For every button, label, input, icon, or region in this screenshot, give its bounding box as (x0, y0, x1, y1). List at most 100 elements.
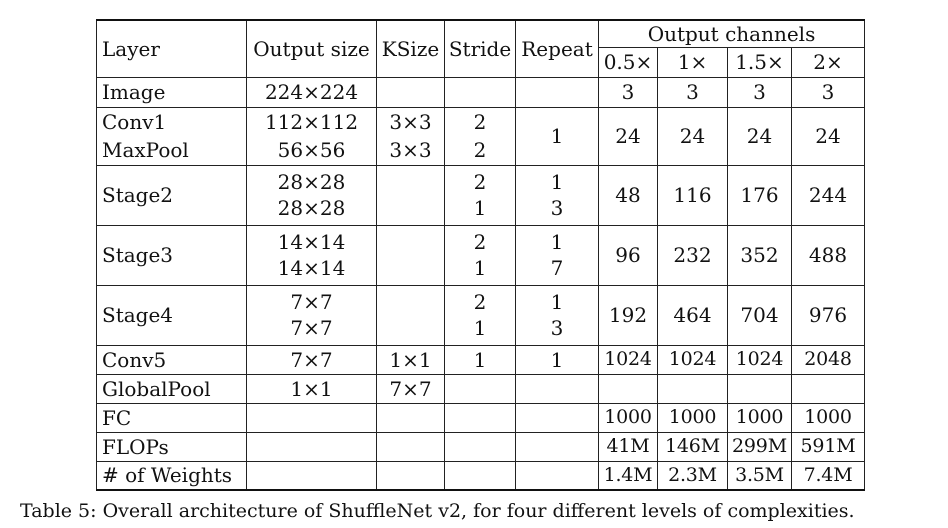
table-row: Conv1 112×112 3×3 2 1 24 24 24 24 (96, 106, 866, 165)
channel-cell: 1024 (727, 344, 792, 374)
channel-cell: 1000 (790, 402, 866, 432)
table-caption: Table 5: Overall architecture of Shuffle… (20, 500, 855, 522)
channel-cell: 704 (727, 284, 792, 345)
repeat-cell (515, 373, 599, 403)
table-row: FLOPs 41M 146M 299M 591M (96, 431, 866, 461)
repeat-cell: 1 (515, 344, 599, 374)
channel-cell: 352 (727, 224, 792, 285)
ksize-cell (376, 431, 445, 461)
channel-cell (657, 373, 728, 403)
ksize-cell: 3×3 (376, 106, 445, 136)
header-row: Layer Output size KSize Stride Repeat Ou… (96, 19, 866, 77)
channel-cell: 488 (790, 224, 866, 285)
channel-cell: 96 (598, 224, 658, 285)
channel-cell: 192 (598, 284, 658, 345)
header-output-channels: Output channels (597, 19, 866, 47)
ksize-cell: 7×7 (376, 373, 445, 403)
ksize-cell (376, 164, 445, 225)
stride-cell: 2 (444, 136, 516, 165)
table-row: FC 1000 1000 1000 1000 (96, 402, 866, 432)
header-complexity: 0.5× (598, 46, 658, 77)
layer-name: FLOPs (96, 431, 247, 461)
channel-cell: 116 (657, 164, 728, 225)
channel-cell: 1000 (657, 402, 728, 432)
ksize-cell: 1×1 (376, 344, 445, 374)
header-subrow: 0.5× 1× 1.5× 2× (97, 46, 866, 77)
ksize-cell: 3×3 (376, 136, 445, 165)
repeat-cell (515, 402, 599, 432)
header-ksize: KSize (376, 19, 445, 77)
repeat-cell (515, 76, 599, 107)
channel-cell: 146M (657, 431, 728, 461)
channel-cell: 3 (598, 76, 658, 107)
channel-cell: 232 (657, 224, 728, 285)
channel-cell (598, 373, 658, 403)
table-row: Conv5 7×7 1×1 1 1 1024 1024 1024 2048 (96, 344, 866, 374)
output-size-cell (246, 460, 377, 491)
channel-cell: 1000 (598, 402, 658, 432)
channel-cell: 1.4M (598, 460, 658, 491)
output-size-cell: 56×56 (246, 136, 377, 165)
ksize-cell (376, 76, 445, 107)
channel-cell: 244 (790, 164, 866, 225)
channel-cell: 48 (598, 164, 658, 225)
repeat-cell (515, 431, 599, 461)
header-stride: Stride (444, 19, 516, 77)
header-repeat: Repeat (515, 19, 599, 77)
layer-name: # of Weights (96, 460, 247, 491)
stride-cell (444, 460, 516, 491)
layer-name: FC (96, 402, 247, 432)
channel-cell: 3 (727, 76, 792, 107)
ksize-cell (376, 284, 445, 345)
channel-cell: 3 (657, 76, 728, 107)
layer-name: Conv5 (96, 344, 247, 374)
header-layer: Layer (96, 19, 247, 77)
stride-cell: 1 (444, 344, 516, 374)
layer-name: MaxPool (96, 136, 247, 165)
channel-cell: 976 (790, 284, 866, 345)
layer-name: Image (96, 76, 247, 107)
ksize-cell (376, 460, 445, 491)
stride-cell (444, 76, 516, 107)
header-complexity: 1.5× (727, 46, 792, 77)
channel-cell: 24 (598, 106, 658, 165)
channel-cell: 3 (790, 76, 866, 107)
repeat-cell: 1 (515, 106, 599, 165)
output-size-cell: 7×7 7×7 (246, 284, 377, 345)
channel-cell: 591M (790, 431, 866, 461)
layer-name: GlobalPool (96, 373, 247, 403)
channel-cell: 24 (657, 106, 728, 165)
repeat-cell (515, 460, 599, 491)
table-row: MaxPool 56×56 3×3 2 (96, 136, 865, 165)
channel-cell: 299M (727, 431, 792, 461)
header-complexity: 1× (657, 46, 728, 77)
channel-cell: 1024 (657, 344, 728, 374)
output-size-cell (246, 431, 377, 461)
output-size-cell: 1×1 (246, 373, 377, 403)
table-row: # of Weights 1.4M 2.3M 3.5M 7.4M (96, 460, 866, 491)
layer-name: Stage3 (96, 224, 247, 285)
channel-cell (727, 373, 792, 403)
layer-name: Stage2 (96, 164, 247, 225)
output-size-cell: 28×28 28×28 (246, 164, 377, 225)
channel-cell: 7.4M (790, 460, 866, 491)
header-complexity: 2× (790, 46, 866, 77)
header-output-size: Output size (246, 19, 377, 77)
ksize-cell (376, 402, 445, 432)
table-row: GlobalPool 1×1 7×7 (96, 373, 866, 403)
stride-cell (444, 373, 516, 403)
channel-cell: 24 (727, 106, 792, 165)
channel-cell (790, 373, 866, 403)
channel-cell: 176 (727, 164, 792, 225)
channel-cell: 464 (657, 284, 728, 345)
table-row: Image 224×224 3 3 3 3 (96, 76, 866, 107)
layer-name: Stage4 (96, 284, 247, 345)
